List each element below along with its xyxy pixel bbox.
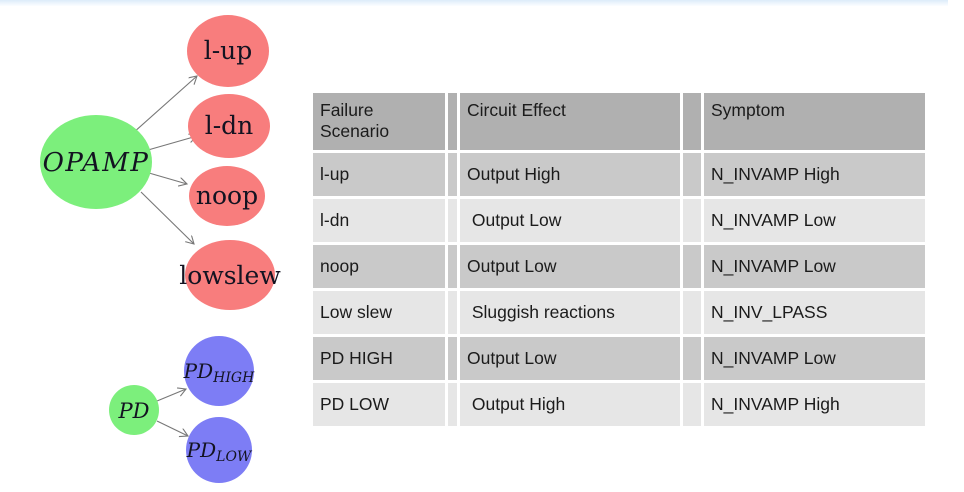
- table-spacer-cell: [448, 199, 457, 242]
- table-cell-scenario: l-up: [313, 153, 445, 196]
- arrow-opamp-lowslew: [140, 191, 194, 244]
- table-cell-effect: Output Low: [460, 245, 680, 288]
- table-spacer-cell: [683, 337, 701, 380]
- fault-node-ldn: [188, 94, 270, 158]
- table-spacer-cell: [448, 153, 457, 196]
- table-cell-scenario: noop: [313, 245, 445, 288]
- table-spacer-cell: [683, 93, 701, 150]
- fault-node-noop: [189, 166, 265, 226]
- opamp-node: [40, 115, 152, 209]
- pd-high-base: PD: [183, 359, 214, 383]
- table-header-scenario: Failure Scenario: [313, 93, 445, 150]
- pd-low-base: PD: [186, 438, 217, 462]
- table-cell-symptom: N_INVAMP High: [704, 383, 925, 426]
- table-spacer-cell: [448, 245, 457, 288]
- failure-table: Failure Scenario Circuit Effect Symptom …: [313, 93, 925, 426]
- arrow-opamp-noop: [148, 172, 187, 184]
- arrow-pd-pdhigh: [156, 389, 186, 402]
- table-spacer-cell: [683, 291, 701, 334]
- table-spacer-cell: [683, 199, 701, 242]
- arrow-opamp-ldn: [147, 136, 197, 151]
- table-header-symptom: Symptom: [704, 93, 925, 150]
- pd-low-label: PDLOW: [186, 438, 253, 465]
- table-spacer-cell: [683, 153, 701, 196]
- table-cell-scenario: PD HIGH: [313, 337, 445, 380]
- table-spacer-cell: [448, 383, 457, 426]
- table-cell-symptom: N_INV_LPASS: [704, 291, 925, 334]
- window-top-edge: [0, 0, 948, 6]
- fault-node-ldn-label: l-dn: [205, 111, 254, 140]
- pd-high-sub: HIGH: [212, 370, 255, 386]
- table-cell-effect: Sluggish reactions: [460, 291, 680, 334]
- table-cell-effect: Output High: [460, 383, 680, 426]
- table-cell-symptom: N_INVAMP High: [704, 153, 925, 196]
- table-cell-scenario: Low slew: [313, 291, 445, 334]
- table-cell-scenario: PD LOW: [313, 383, 445, 426]
- table-spacer-cell: [448, 291, 457, 334]
- fault-node-lup-label: l-up: [204, 36, 253, 65]
- pd-high-label: PDHIGH: [183, 359, 255, 386]
- table-header-effect: Circuit Effect: [460, 93, 680, 150]
- table-spacer-cell: [448, 337, 457, 380]
- fault-node-lup: [187, 15, 269, 87]
- pd-high-node: [184, 336, 254, 406]
- table-cell-scenario: l-dn: [313, 199, 445, 242]
- pd-node: [109, 385, 159, 435]
- table-cell-effect: Output High: [460, 153, 680, 196]
- pd-low-node: [186, 417, 252, 483]
- table-spacer-cell: [448, 93, 457, 150]
- pd-low-sub: LOW: [215, 449, 253, 465]
- table-spacer-cell: [683, 383, 701, 426]
- table-cell-symptom: N_INVAMP Low: [704, 245, 925, 288]
- fault-node-lowslew: [185, 240, 275, 310]
- opamp-label: OPAMP: [43, 148, 150, 178]
- table-cell-symptom: N_INVAMP Low: [704, 337, 925, 380]
- table-cell-symptom: N_INVAMP Low: [704, 199, 925, 242]
- pd-label: PD: [118, 399, 150, 423]
- table-cell-effect: Output Low: [460, 199, 680, 242]
- fault-node-lowslew-label: lowslew: [179, 261, 281, 290]
- table-spacer-cell: [683, 245, 701, 288]
- table-cell-effect: Output Low: [460, 337, 680, 380]
- fault-node-noop-label: noop: [196, 181, 258, 210]
- arrow-opamp-lup: [132, 76, 197, 134]
- arrow-pd-pdlow: [156, 420, 188, 436]
